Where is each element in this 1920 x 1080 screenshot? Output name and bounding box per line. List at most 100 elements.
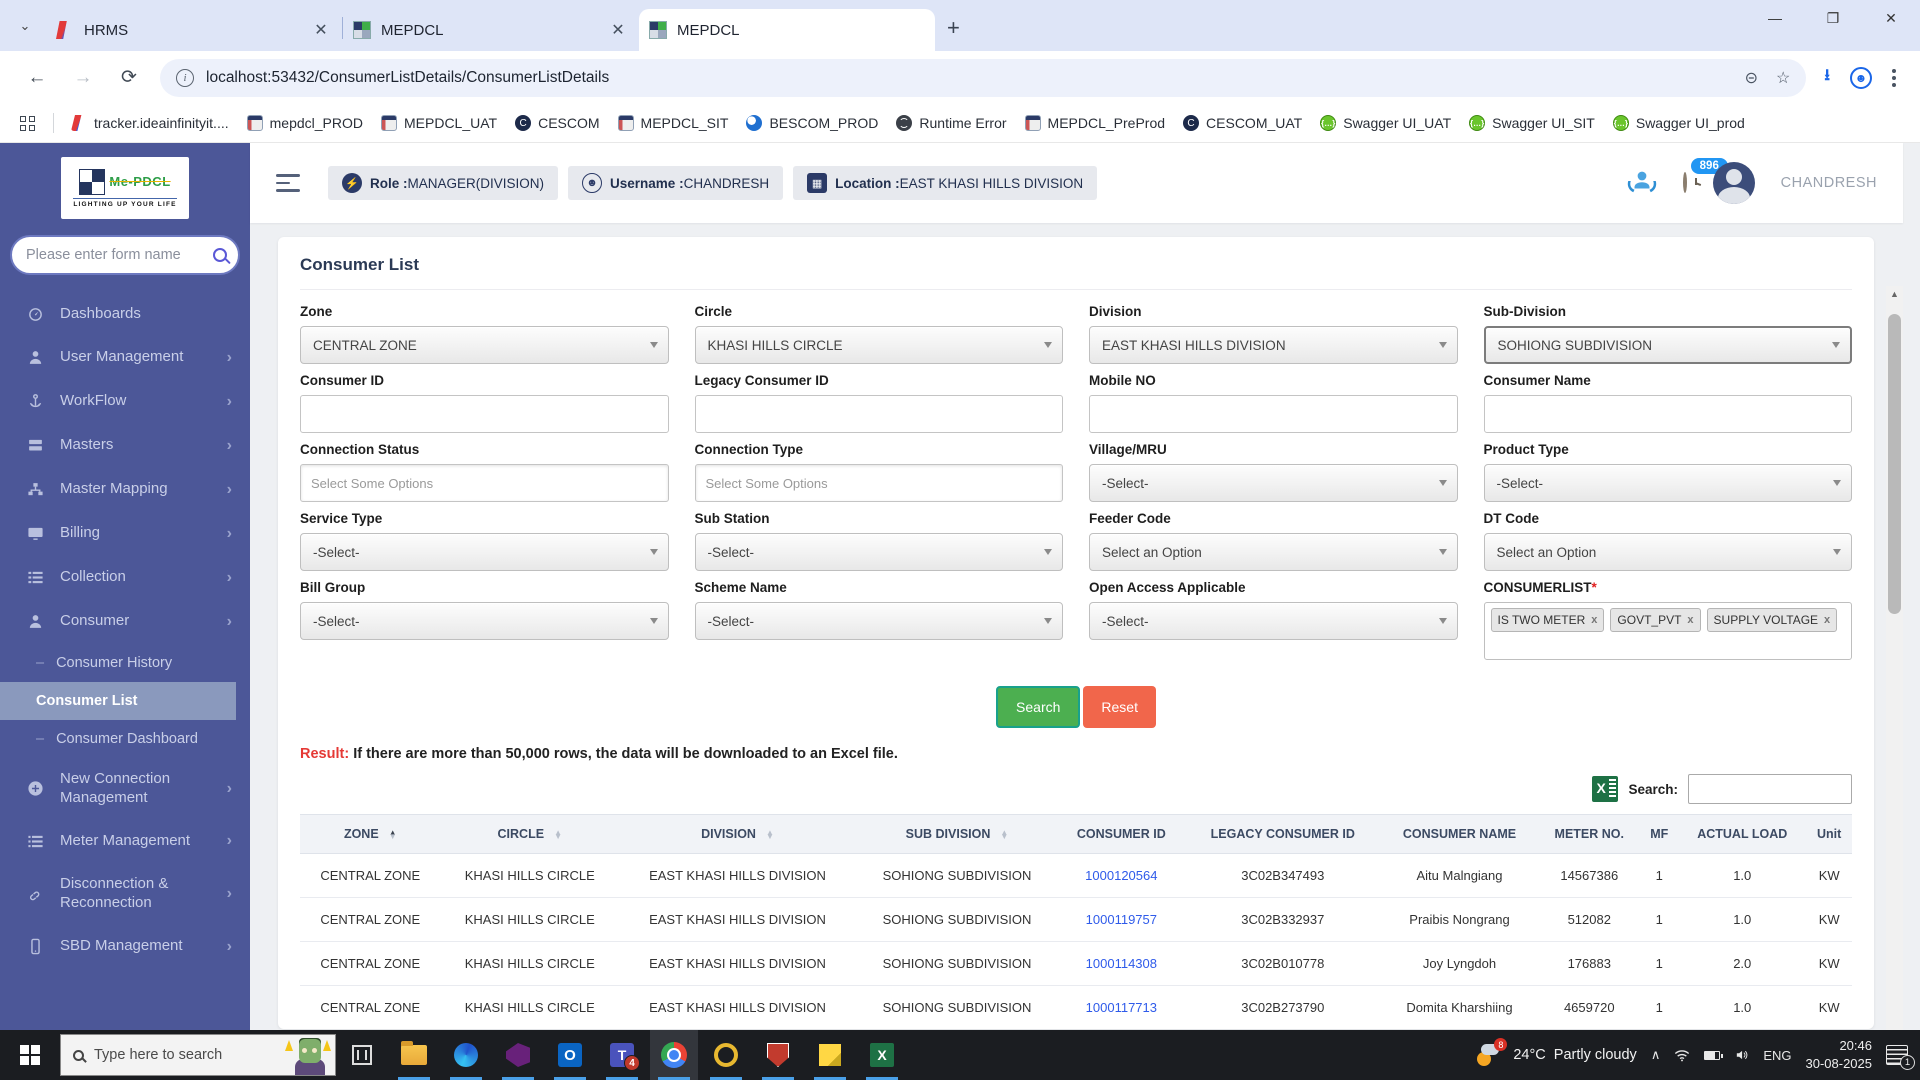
edge-button[interactable] bbox=[442, 1030, 490, 1080]
weather-widget[interactable]: 8 24°C Partly cloudy bbox=[1475, 1038, 1637, 1068]
bookmark-swagger-prod[interactable]: {…} Swagger UI_prod bbox=[1612, 115, 1745, 131]
taskbar-search-box[interactable]: Type here to search bbox=[60, 1034, 336, 1076]
bookmark-mepdcl-uat[interactable]: MEPDCL_UAT bbox=[372, 109, 506, 137]
zone-select[interactable]: CENTRAL ZONE bbox=[300, 326, 669, 364]
col-meter-no[interactable]: METER NO. bbox=[1538, 814, 1641, 854]
sidebar-item-new-connection-management[interactable]: New Connection Management › bbox=[0, 758, 250, 820]
table-search-input[interactable] bbox=[1688, 774, 1852, 804]
consumer-id-link[interactable]: 1000119757 bbox=[1057, 897, 1185, 942]
bill-group-select[interactable]: -Select- bbox=[300, 602, 669, 640]
excel-button[interactable]: X bbox=[858, 1030, 906, 1080]
search-button[interactable]: Search bbox=[996, 686, 1081, 728]
service-type-select[interactable]: -Select- bbox=[300, 533, 669, 571]
remove-tag-icon[interactable]: x bbox=[1824, 614, 1831, 626]
col-legacy-consumer-id[interactable]: LEGACY CONSUMER ID bbox=[1184, 814, 1381, 854]
excel-export-icon[interactable] bbox=[1592, 776, 1619, 802]
antivirus-button[interactable] bbox=[754, 1030, 802, 1080]
sidebar-item-master-mapping[interactable]: Master Mapping › bbox=[0, 468, 250, 512]
chrome-button[interactable] bbox=[650, 1030, 698, 1080]
consumerlist-multiselect[interactable]: IS TWO METER x GOVT_PVT x SUPPLY VOLTAGE x bbox=[1483, 602, 1852, 660]
col-consumer-id[interactable]: CONSUMER ID bbox=[1057, 814, 1185, 854]
sidebar-item-meter-management[interactable]: Meter Management › bbox=[0, 819, 250, 863]
village-mru-select[interactable]: -Select- bbox=[1089, 464, 1458, 502]
profile-icon[interactable]: ☻ bbox=[1850, 66, 1872, 89]
support-agent-icon[interactable] bbox=[1627, 166, 1657, 201]
consumer-id-link[interactable]: 1000120564 bbox=[1057, 853, 1185, 898]
avatar[interactable] bbox=[1712, 162, 1755, 204]
open-access-select[interactable]: -Select- bbox=[1089, 602, 1458, 640]
sidebar-item-masters[interactable]: Masters › bbox=[0, 424, 250, 468]
mobile-no-input[interactable] bbox=[1089, 395, 1458, 433]
sidebar-item-dashboards[interactable]: Dashboards bbox=[0, 293, 250, 336]
bookmark-star-icon[interactable]: ☆ bbox=[1776, 69, 1791, 87]
tab-search-button[interactable]: ⌄ bbox=[19, 18, 31, 33]
browser-menu-icon[interactable] bbox=[1892, 68, 1896, 87]
sidebar-item-consumer-list[interactable]: Consumer List bbox=[0, 681, 236, 720]
reload-icon[interactable]: ⟳ bbox=[121, 67, 137, 88]
col-sub-division[interactable]: SUB DIVISION ▲ ▼ bbox=[856, 814, 1058, 854]
sidebar-item-consumer-history[interactable]: – Consumer History bbox=[36, 654, 173, 671]
volume-icon[interactable] bbox=[1734, 1048, 1749, 1062]
apps-grid-icon[interactable] bbox=[20, 115, 35, 131]
bookmark-bescom-prod[interactable]: BESCOM_PROD bbox=[737, 109, 887, 137]
action-center-icon[interactable]: 1 bbox=[1886, 1045, 1915, 1070]
sticky-notes-button[interactable] bbox=[806, 1030, 854, 1080]
col-division[interactable]: DIVISION ▲ ▼ bbox=[618, 814, 857, 854]
col-actual-load[interactable]: ACTUAL LOAD bbox=[1678, 814, 1807, 854]
scheme-name-select[interactable]: -Select- bbox=[694, 602, 1063, 640]
battery-icon[interactable] bbox=[1704, 1050, 1724, 1060]
bookmark-swagger-uat[interactable]: {…} Swagger UI_UAT bbox=[1320, 115, 1452, 131]
language-indicator[interactable]: ENG bbox=[1763, 1047, 1792, 1063]
col-unit[interactable]: Unit bbox=[1806, 814, 1852, 854]
close-button[interactable]: ✕ bbox=[1885, 9, 1897, 26]
sidebar-item-billing[interactable]: Billing › bbox=[0, 512, 250, 556]
file-explorer-button[interactable] bbox=[390, 1030, 438, 1080]
sidebar-item-disconnection-reconnection[interactable]: Disconnection & Reconnection › bbox=[0, 863, 250, 925]
mepdcl-logo[interactable]: Me-PDCL LIGHTING UP YOUR LIFE bbox=[61, 157, 189, 219]
tab-mepdcl-1[interactable]: MEPDCL ✕ bbox=[343, 9, 639, 51]
tab-close-icon[interactable]: ✕ bbox=[611, 22, 625, 39]
col-consumer-name[interactable]: CONSUMER NAME bbox=[1380, 814, 1539, 854]
back-icon[interactable]: ← bbox=[27, 66, 47, 88]
new-tab-button[interactable]: + bbox=[947, 15, 960, 40]
col-circle[interactable]: CIRCLE ▲ ▼ bbox=[440, 814, 619, 854]
sidebar-item-consumer-dashboard[interactable]: – Consumer Dashboard bbox=[36, 730, 198, 747]
search-icon[interactable] bbox=[213, 248, 227, 262]
remove-tag-icon[interactable]: x bbox=[1687, 614, 1694, 626]
site-info-icon[interactable]: i bbox=[176, 68, 194, 87]
consumer-id-link[interactable]: 1000114308 bbox=[1057, 941, 1185, 986]
feeder-code-select[interactable]: Select an Option bbox=[1089, 533, 1458, 571]
reset-button[interactable]: Reset bbox=[1083, 686, 1156, 728]
sub-station-select[interactable]: -Select- bbox=[694, 533, 1063, 571]
hamburger-menu-icon[interactable] bbox=[276, 174, 300, 192]
tab-mepdcl-2-active[interactable]: MEPDCL bbox=[639, 9, 935, 51]
connection-status-multiselect[interactable] bbox=[300, 464, 669, 502]
consumer-name-input[interactable] bbox=[1483, 395, 1852, 433]
wifi-icon[interactable] bbox=[1674, 1049, 1690, 1062]
sidebar-item-user-management[interactable]: User Management › bbox=[0, 336, 250, 380]
scrollbar-thumb[interactable] bbox=[1888, 314, 1901, 614]
start-button[interactable] bbox=[0, 1030, 60, 1080]
product-type-select[interactable]: -Select- bbox=[1483, 464, 1852, 502]
zoom-page-icon[interactable]: ⊝ bbox=[1744, 69, 1759, 87]
consumer-id-input[interactable] bbox=[300, 395, 669, 433]
tray-expand-icon[interactable]: ∧ bbox=[1650, 1047, 1661, 1062]
subdivision-select[interactable]: SOHIONG SUBDIVISION bbox=[1483, 326, 1852, 364]
visual-studio-button[interactable] bbox=[494, 1030, 542, 1080]
legacy-consumer-id-input[interactable] bbox=[694, 395, 1063, 433]
sidebar-item-consumer[interactable]: Consumer › bbox=[0, 600, 250, 644]
task-view-button[interactable] bbox=[338, 1030, 386, 1080]
vertical-scrollbar[interactable]: ▲ ▼ bbox=[1886, 286, 1903, 1080]
bookmark-tracker[interactable]: tracker.ideainfinityit.... bbox=[62, 109, 238, 137]
bookmark-runtime-error[interactable]: Runtime Error bbox=[887, 109, 1015, 137]
col-zone[interactable]: ZONE ▲ ▼ bbox=[300, 814, 441, 854]
sidebar-item-workflow[interactable]: WorkFlow › bbox=[0, 380, 250, 424]
scroll-up-icon[interactable]: ▲ bbox=[1890, 289, 1899, 299]
bookmark-cescom[interactable]: C CESCOM bbox=[506, 109, 608, 137]
bookmark-mepdcl-prod[interactable]: mepdcl_PROD bbox=[238, 109, 372, 137]
consumer-id-link[interactable]: 1000117713 bbox=[1057, 985, 1185, 1029]
form-search-input[interactable] bbox=[26, 247, 213, 263]
clock-widget[interactable]: 20:46 30-08-2025 bbox=[1806, 1037, 1873, 1073]
bookmark-mepdcl-sit[interactable]: MEPDCL_SIT bbox=[609, 109, 738, 137]
